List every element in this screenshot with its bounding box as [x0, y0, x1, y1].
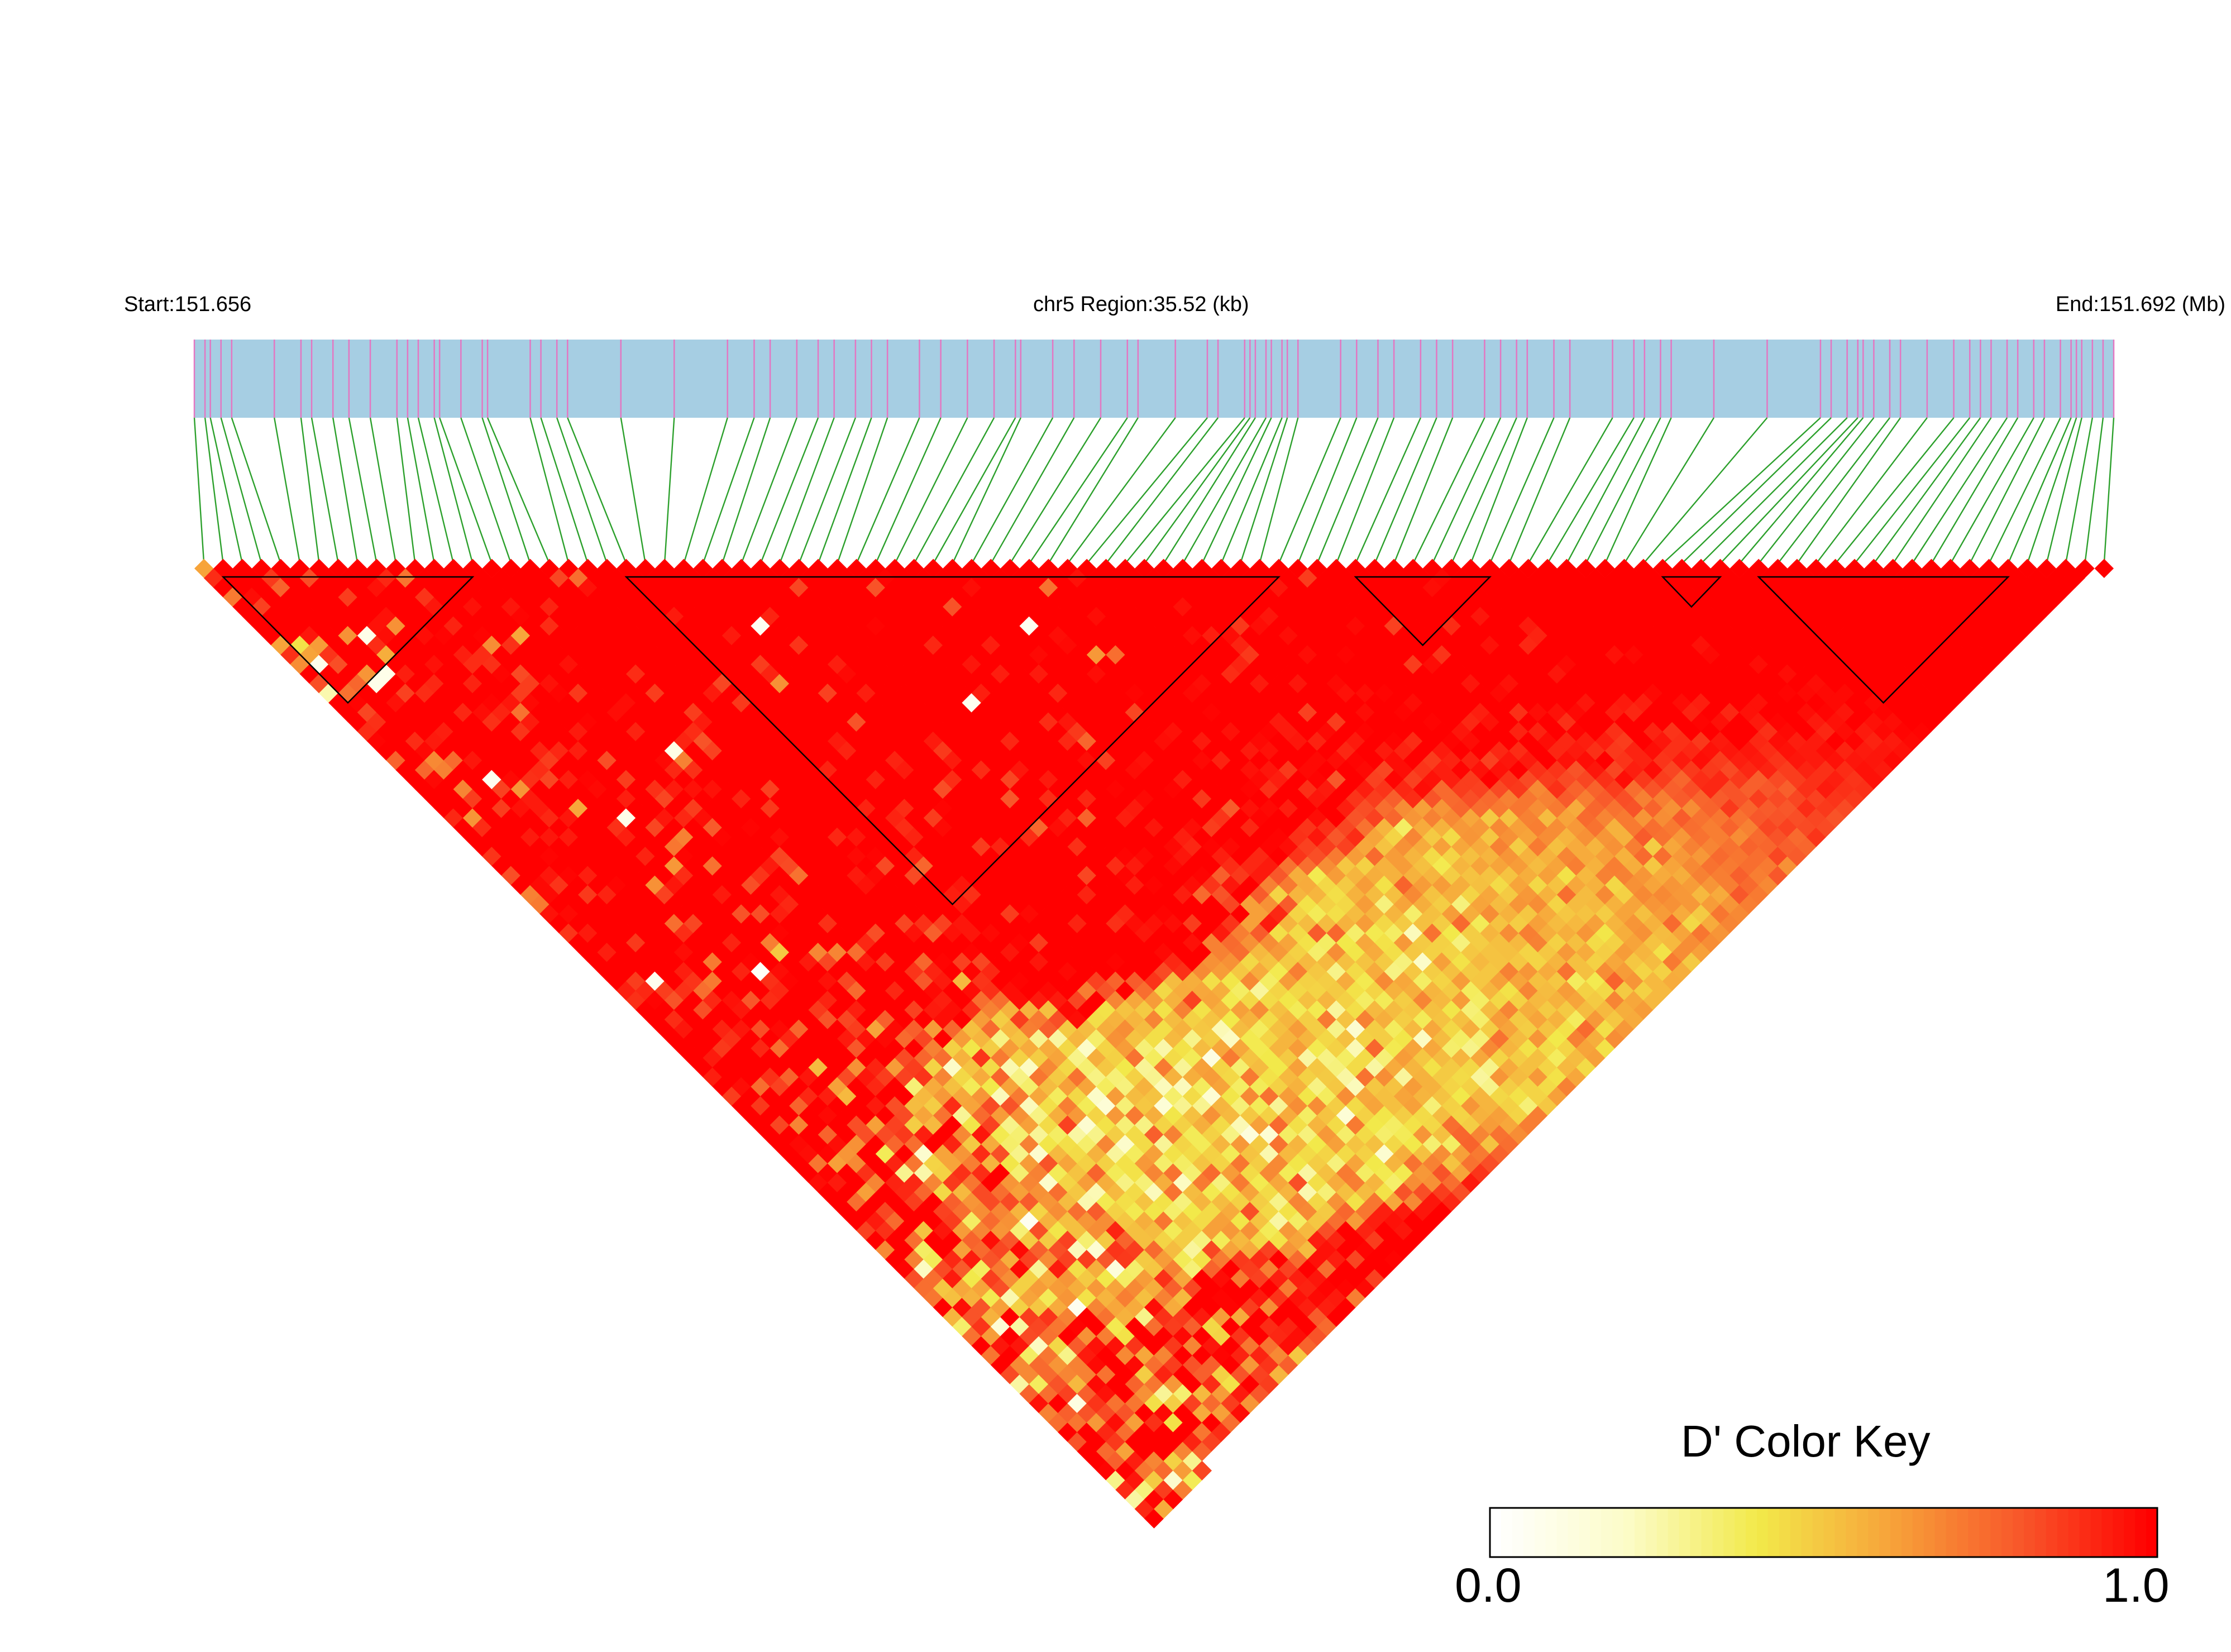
snp-connector-line — [567, 418, 626, 568]
snp-connector-line — [1125, 418, 1245, 568]
snp-connector-line — [1566, 418, 1644, 568]
snp-connector-line — [1989, 418, 2061, 568]
snp-connector-line — [1298, 418, 1356, 568]
snp-connector-line — [1740, 418, 1863, 568]
snp-connector-line — [1106, 418, 1218, 568]
snp-connector-lines — [194, 418, 2114, 568]
snp-connector-line — [2104, 418, 2114, 568]
snp-connector-line — [211, 418, 242, 568]
snp-connector-line — [312, 418, 338, 568]
snp-connector-line — [1778, 418, 1890, 568]
snp-connector-line — [933, 418, 1015, 568]
snp-connector-line — [1375, 418, 1437, 568]
snp-connector-line — [1662, 418, 1821, 568]
snp-connector-line — [1394, 418, 1453, 568]
snp-connector-line — [1010, 418, 1101, 568]
snp-connector-line — [1164, 418, 1255, 568]
snp-connector-line — [1260, 418, 1298, 568]
snp-connector-line — [1355, 418, 1420, 568]
snp-connector-line — [205, 418, 223, 568]
snp-connector-line — [1874, 418, 1980, 568]
snp-connector-line — [194, 418, 204, 568]
snp-connector-line — [1644, 418, 1767, 568]
snp-connector-line — [1471, 418, 1527, 568]
snp-connector-line — [1087, 418, 1207, 568]
snp-connector-line — [1720, 418, 1857, 568]
ld-cells — [194, 559, 2114, 1529]
snp-connector-line — [799, 418, 856, 568]
snp-connector-line — [1836, 418, 1954, 568]
snp-connector-line — [1701, 418, 1847, 568]
snp-connector-line — [1432, 418, 1501, 568]
snp-connector-line — [1202, 418, 1271, 568]
snp-connector-line — [274, 418, 300, 568]
snp-connector-line — [857, 418, 920, 568]
snp-connector-line — [972, 418, 1053, 568]
snp-connector-line — [2008, 418, 2071, 568]
snp-connector-line — [1759, 418, 1874, 568]
snp-connector-line — [1586, 418, 1661, 568]
snp-connector-line — [1451, 418, 1516, 568]
snp-connector-line — [1279, 418, 1341, 568]
snp-connector-line — [1797, 418, 1900, 568]
snp-connector-line — [439, 418, 492, 568]
snp-connector-line — [1336, 418, 1394, 568]
snp-connector-line — [482, 418, 531, 568]
snp-connector-line — [349, 418, 377, 568]
snp-connector-line — [1221, 418, 1282, 568]
snp-connector-line — [408, 418, 434, 568]
snp-connector-line — [837, 418, 887, 568]
snp-connector-line — [665, 418, 674, 568]
snp-connector-line — [1605, 418, 1671, 568]
snp-connector-line — [876, 418, 940, 568]
snp-connector-line — [488, 418, 550, 568]
snp-position-track — [194, 340, 2114, 418]
snp-connector-line — [621, 418, 646, 568]
snp-connector-line — [530, 418, 569, 568]
snp-connector-line — [684, 418, 727, 568]
snp-connector-line — [1029, 418, 1128, 568]
snp-connector-line — [1931, 418, 2018, 568]
snp-connector-line — [1068, 418, 1176, 568]
snp-connector-line — [370, 418, 396, 568]
snp-connector-line — [1528, 418, 1613, 568]
snp-connector-line — [1912, 418, 2007, 568]
snp-connector-line — [761, 418, 818, 568]
snp-connector-line — [1490, 418, 1554, 568]
snp-connector-line — [1413, 418, 1484, 568]
snp-connector-line — [2066, 418, 2093, 568]
